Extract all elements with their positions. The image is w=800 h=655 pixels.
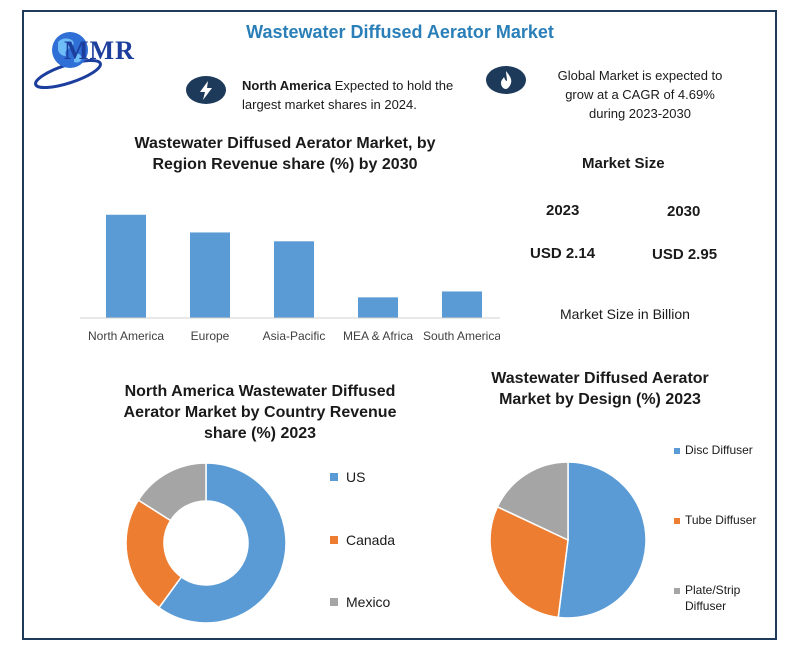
north-america-note: North America Expected to hold the large…	[242, 78, 454, 112]
legend-swatch	[330, 536, 338, 544]
lightning-icon	[186, 76, 226, 104]
legend-mexico: Mexico	[330, 594, 390, 610]
market-size-unit: Market Size in Billion	[560, 306, 690, 322]
legend-plate-strip-diffuser: Plate/Strip Diffuser	[674, 582, 740, 614]
slice-tube-diffuser	[489, 505, 569, 619]
slice-mexico	[137, 462, 207, 522]
slice-plate-strip	[496, 461, 569, 542]
market-size-heading: Market Size	[582, 155, 665, 172]
logo-text: MMR	[64, 36, 135, 65]
bar-chart-title: Wastewater Diffused Aerator Market, by R…	[134, 135, 436, 173]
legend-swatch	[674, 587, 680, 594]
page-title: Wastewater Diffused Aerator Market	[246, 22, 554, 42]
value-2030: USD 2.95	[652, 246, 718, 263]
year-2023: 2023	[546, 202, 580, 219]
bar-europe	[190, 232, 230, 318]
legend-canada: Canada	[330, 532, 395, 548]
design-pie-chart	[489, 461, 647, 619]
x-tick-label: South America	[423, 329, 500, 343]
legend-swatch	[674, 517, 680, 524]
slice-disc-diffuser	[557, 461, 647, 619]
flame-icon	[486, 66, 526, 94]
region-bar-chart: North America Europe Asia-Pacific MEA & Afr…	[80, 214, 500, 343]
year-2030: 2030	[667, 203, 701, 220]
legend-us: US	[330, 469, 365, 485]
x-tick-label: Asia-Pacific	[263, 329, 326, 343]
legend-tube-diffuser: Tube Diffuser	[674, 512, 756, 528]
x-tick-label: North America	[88, 329, 164, 343]
x-tick-label: Europe	[191, 329, 230, 343]
legend-disc-diffuser: Disc Diffuser	[674, 442, 753, 458]
bar-asia-pacific	[274, 241, 314, 318]
slice-us	[157, 462, 287, 624]
bar-mea-africa	[358, 297, 398, 318]
bar-north-america	[106, 214, 146, 318]
x-tick-label: MEA & Africa	[343, 329, 413, 343]
slice-canada	[125, 499, 183, 609]
country-chart-title: North America Wastewater Diffused Aerato…	[123, 383, 397, 442]
legend-swatch	[330, 598, 338, 606]
infographic-frame	[22, 10, 777, 640]
legend-swatch	[674, 447, 680, 454]
value-2023: USD 2.14	[530, 245, 596, 262]
cagr-note: Global Market is expected to grow at a C…	[557, 68, 723, 121]
country-donut-chart	[125, 462, 287, 624]
design-chart-title: Wastewater Diffused Aerator Market by De…	[491, 370, 709, 408]
legend-swatch	[330, 473, 338, 481]
globe-icon	[34, 32, 102, 90]
bar-south-america	[442, 291, 482, 318]
